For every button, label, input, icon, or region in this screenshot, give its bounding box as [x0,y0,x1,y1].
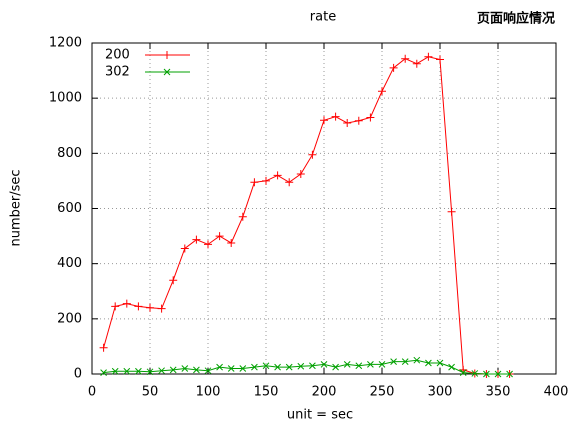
data-point [100,369,107,376]
y-tick-label: 1000 [49,91,82,106]
data-point [389,63,398,72]
data-point [354,116,363,125]
data-point [367,360,374,368]
legend-label: 200 [105,48,130,63]
x-tick-label: 200 [312,385,337,400]
data-point [366,113,375,122]
data-point [459,369,467,376]
annotation: 页面响应情况 [477,11,555,27]
data-point [401,54,410,63]
data-point [135,367,142,375]
legend-marker [163,68,171,76]
data-point [146,303,154,312]
legend-label: 302 [105,65,130,80]
data-point [169,276,178,285]
data-point [343,118,352,127]
data-point [308,150,317,159]
data-point [111,302,120,311]
data-point [216,363,223,371]
y-tick-label: 600 [57,201,82,216]
data-point [134,302,143,311]
data-point [180,244,189,253]
data-point [355,362,363,370]
data-point [378,87,386,96]
y-tick-label: 400 [57,256,82,271]
x-tick-label: 150 [254,385,279,400]
data-point [99,343,108,352]
series-line [103,359,510,375]
data-point [262,176,270,185]
series-line [103,56,510,375]
x-tick-label: 100 [196,385,221,400]
data-point [320,116,328,125]
data-point [204,367,212,375]
data-point [331,112,340,121]
x-tick-label: 50 [142,385,159,400]
data-point [238,212,247,221]
data-point [436,359,444,367]
data-point [378,360,386,368]
chart-title: rate [310,10,336,25]
data-point [285,363,293,371]
legend-marker [163,51,171,59]
data-point [239,365,247,372]
data-point [471,370,479,377]
data-point [412,59,421,68]
data-point [390,358,397,365]
data-point [215,232,224,241]
data-point [401,358,409,365]
y-tick-label: 200 [57,311,82,326]
data-point [274,363,281,371]
x-tick-label: 0 [88,385,96,400]
y-axis-label: number/sec [9,169,24,246]
data-point [192,235,201,244]
data-point [447,207,456,216]
x-axis-label: unit = sec [287,408,353,423]
data-point [436,55,444,64]
data-point [494,370,502,378]
data-point [146,368,154,376]
data-point [506,370,513,378]
data-point [424,52,433,61]
data-point [181,365,189,372]
data-point [227,365,235,372]
data-point [227,238,236,247]
x-tick-label: 250 [370,385,395,400]
y-tick-label: 1200 [49,36,82,51]
data-point [111,367,119,375]
data-point [343,360,351,368]
data-point [273,171,282,180]
x-tick-label: 400 [544,385,569,400]
data-point [320,360,328,368]
data-point [332,363,339,371]
data-point [448,363,455,371]
data-point [309,362,316,370]
y-tick-label: 0 [74,367,82,382]
data-point [483,370,490,378]
data-point [262,362,270,370]
data-point [425,359,432,367]
data-point [169,366,177,374]
y-tick-label: 800 [57,146,82,161]
data-point [123,367,131,375]
data-point [251,363,258,371]
data-point [157,304,166,313]
data-point [158,367,165,375]
x-tick-label: 300 [428,385,453,400]
data-point [297,362,305,370]
plot-frame [91,42,557,375]
data-point [250,178,259,187]
data-point [193,366,200,374]
data-point [285,178,294,187]
data-point [296,170,305,179]
data-point [204,240,212,249]
data-point [122,299,131,308]
x-tick-label: 350 [486,385,511,400]
data-point [413,356,421,364]
